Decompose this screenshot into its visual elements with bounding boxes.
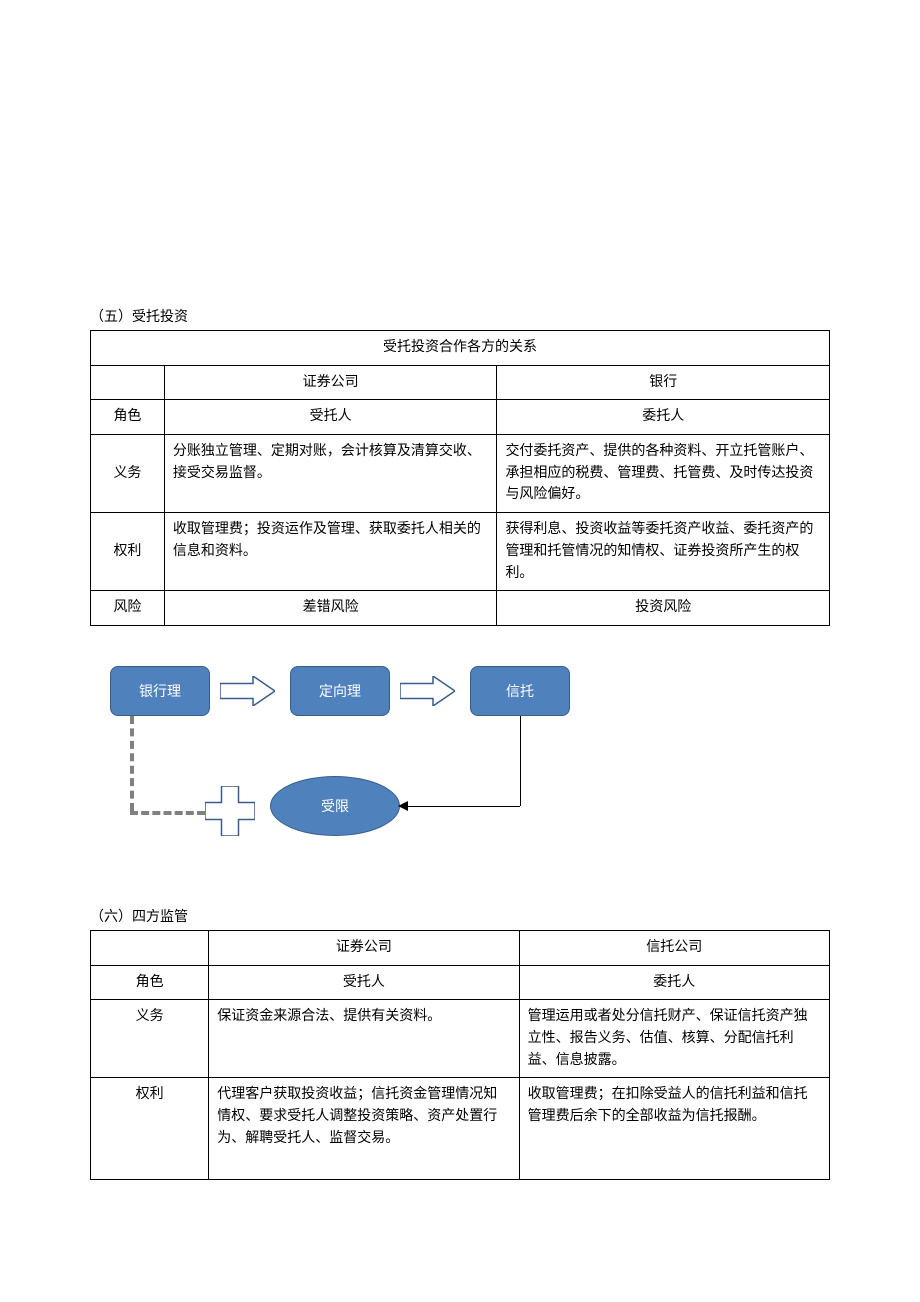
table-row: 证券公司 信托公司 [91, 930, 830, 965]
table2-col2-header: 信托公司 [519, 930, 829, 965]
table1-r3-label: 风险 [91, 591, 165, 626]
table-row: 角色 受托人 委托人 [91, 965, 830, 1000]
flowchart-edge-h [400, 806, 520, 807]
table2-r0-c1: 受托人 [209, 965, 519, 1000]
table-row: 风险 差错风险 投资风险 [91, 591, 830, 626]
table1-col1-header: 证券公司 [164, 365, 497, 400]
flowchart-dashed-h [130, 811, 205, 815]
table2-r2-c2: 收取管理费；在扣除受益人的信托利益和信托管理费后余下的全部收益为信托报酬。 [519, 1078, 829, 1180]
flowchart-node-n1: 银行理 [110, 666, 210, 716]
flowchart-node-n4: 受限 [270, 776, 400, 836]
table2-r1-c1: 保证资金来源合法、提供有关资料。 [209, 1000, 519, 1078]
flowchart-node-n2: 定向理 [290, 666, 390, 716]
table1-r2-c1: 收取管理费；投资运作及管理、获取委托人相关的信息和资料。 [164, 513, 497, 591]
flowchart-arrow-1 [400, 676, 455, 706]
table2-r2-c1: 代理客户获取投资收益；信托资金管理情况知情权、要求受托人调整投资策略、资产处置行… [209, 1078, 519, 1180]
table1-blank-header [91, 365, 165, 400]
table-row: 证券公司 银行 [91, 365, 830, 400]
table2-r0-c2: 委托人 [519, 965, 829, 1000]
section6-heading: （六）四方监管 [90, 906, 830, 926]
table1-r2-c2: 获得利息、投资收益等委托资产收益、委托资产的管理和托管情况的知情权、证券投资所产… [497, 513, 830, 591]
table1-r0-label: 角色 [91, 400, 165, 435]
table-row: 义务 保证资金来源合法、提供有关资料。 管理运用或者处分信托财产、保证信托资产独… [91, 1000, 830, 1078]
table1-r3-c1: 差错风险 [164, 591, 497, 626]
table1-r1-label: 义务 [91, 435, 165, 513]
table-row: 权利 收取管理费；投资运作及管理、获取委托人相关的信息和资料。 获得利息、投资收… [91, 513, 830, 591]
section5-heading: （五）受托投资 [90, 306, 830, 326]
table2-r0-label: 角色 [91, 965, 209, 1000]
flowchart-arrowhead-icon [398, 801, 408, 811]
table-row: 受托投资合作各方的关系 [91, 331, 830, 366]
table1-r1-c1: 分账独立管理、定期对账，会计核算及清算交收、接受交易监督。 [164, 435, 497, 513]
flowchart-node-n3: 信托 [470, 666, 570, 716]
table1-title: 受托投资合作各方的关系 [91, 331, 830, 366]
table1-col2-header: 银行 [497, 365, 830, 400]
flowchart-arrow-0 [220, 676, 275, 706]
table-trusted-investment: 受托投资合作各方的关系 证券公司 银行 角色 受托人 委托人 义务 分账独立管理… [90, 330, 830, 626]
page: （五）受托投资 受托投资合作各方的关系 证券公司 银行 角色 受托人 委托人 义… [0, 0, 920, 1280]
table2-r1-label: 义务 [91, 1000, 209, 1078]
table-row: 角色 受托人 委托人 [91, 400, 830, 435]
flowchart: 银行理 定向理 信托受限 [100, 666, 700, 866]
flowchart-cross-icon [205, 786, 255, 836]
table1-r1-c2: 交付委托资产、提供的各种资料、开立托管账户、承担相应的税费、管理费、托管费、及时… [497, 435, 830, 513]
table1-r3-c2: 投资风险 [497, 591, 830, 626]
flowchart-edge-v [520, 716, 521, 806]
table-row: 义务 分账独立管理、定期对账，会计核算及清算交收、接受交易监督。 交付委托资产、… [91, 435, 830, 513]
table1-r2-label: 权利 [91, 513, 165, 591]
table1-r0-c2: 委托人 [497, 400, 830, 435]
table2-col1-header: 证券公司 [209, 930, 519, 965]
table-four-party-supervision: 证券公司 信托公司 角色 受托人 委托人 义务 保证资金来源合法、提供有关资料。… [90, 930, 830, 1181]
table2-r2-label: 权利 [91, 1078, 209, 1180]
table1-r0-c1: 受托人 [164, 400, 497, 435]
table2-blank-header [91, 930, 209, 965]
table2-r1-c2: 管理运用或者处分信托财产、保证信托资产独立性、报告义务、估值、核算、分配信托利益… [519, 1000, 829, 1078]
table-row: 权利 代理客户获取投资收益；信托资金管理情况知情权、要求受托人调整投资策略、资产… [91, 1078, 830, 1180]
flowchart-dashed-v [130, 716, 134, 811]
